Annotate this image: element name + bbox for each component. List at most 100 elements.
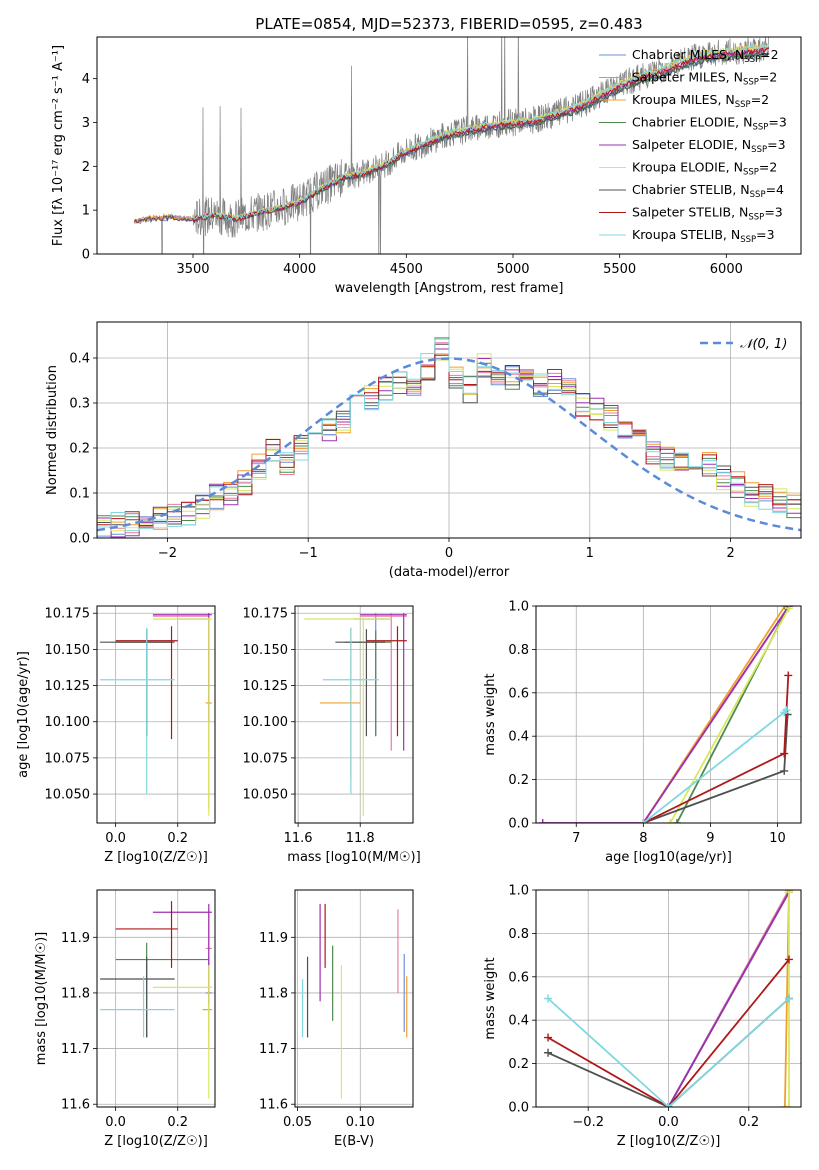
weight-marker xyxy=(538,819,547,823)
y-tick-label: 0 xyxy=(82,248,90,263)
y-tick-label: 10.150 xyxy=(243,643,289,658)
panel-mass_vs_Z: 0.0 0.2 11.6 11.7 11.8 11.9 Z [log10(Z/Z☉)] mas… xyxy=(34,889,216,1149)
axes-frame xyxy=(535,889,802,1108)
x-tick-label: 0.2 xyxy=(738,1115,759,1130)
legend-entry: Salpeter STELIB, NSSP=3 xyxy=(632,205,783,223)
spectrum-model-6 xyxy=(133,52,769,224)
plot-area-mass_vs_EBV xyxy=(301,903,408,1099)
y-tick-label: 0.2 xyxy=(508,1057,529,1072)
x-axis-label: Z [log10(Z/Z☉)] xyxy=(104,1134,208,1149)
y-tick-label: 4 xyxy=(82,72,90,87)
y-tick-label: 10.125 xyxy=(45,679,91,694)
weight-marker xyxy=(544,1033,553,1042)
legend-entry: Salpeter ELODIE, NSSP=3 xyxy=(632,137,786,155)
x-axis-label: Z [log10(Z/Z☉)] xyxy=(104,850,208,865)
x-tick-label: 2 xyxy=(726,546,734,561)
axes-frame xyxy=(294,605,414,824)
y-axis-label: Flux [fλ 10⁻¹⁷ erg cm⁻² s⁻¹ A⁻¹] xyxy=(51,45,66,246)
y-axis-label: Normed distribution xyxy=(45,365,60,495)
plot-area-mass_vs_Z xyxy=(100,901,212,1099)
y-tick-label: 11.9 xyxy=(61,931,90,946)
axes-frame xyxy=(294,889,414,1108)
panel-residuals: −2 −1 0 1 2 0.0 0.1 0.2 0.3 0.4 (data-model)/error… xyxy=(45,321,802,580)
weight-marker xyxy=(544,1048,553,1057)
spectrum-model-8 xyxy=(192,43,770,221)
x-axis-label: mass [log10(M/M☉)] xyxy=(287,850,420,865)
weight-marker xyxy=(784,671,793,680)
x-tick-label: 10 xyxy=(769,831,786,846)
plot-area-weight_vs_Z xyxy=(544,890,793,1107)
x-tick-label: 5000 xyxy=(496,262,529,277)
weight-marker xyxy=(780,749,789,758)
y-tick-label: 0.1 xyxy=(69,487,90,502)
weight-marker xyxy=(664,1103,673,1107)
weight-line-7 xyxy=(547,958,790,1107)
y-tick-label: 0.0 xyxy=(508,817,529,832)
hist-8 xyxy=(97,338,801,532)
y-tick-label: 0.8 xyxy=(508,643,529,658)
plot-area-spectrum xyxy=(133,37,770,254)
legend-entry: Chabrier STELIB, NSSP=4 xyxy=(632,182,784,200)
legend-entry: Chabrier MILES, NSSP=2 xyxy=(632,47,779,65)
weight-line-4 xyxy=(667,891,790,1107)
weight-marker xyxy=(639,819,648,823)
y-tick-label: 0.2 xyxy=(69,442,90,457)
y-tick-label: 10.050 xyxy=(45,788,91,803)
spectrum-legend: Chabrier MILES, NSSP=2 Salpeter MILES, NS… xyxy=(599,47,787,245)
plot-area-age_vs_mass xyxy=(304,613,407,816)
legend-entry: Kroupa ELODIE, NSSP=2 xyxy=(632,160,777,178)
y-tick-label: 0.8 xyxy=(508,927,529,942)
weight-marker xyxy=(784,1103,793,1107)
legend-entry: 𝒩(0, 1) xyxy=(740,337,787,352)
x-tick-label: 0.2 xyxy=(167,1115,188,1130)
y-tick-label: 1.0 xyxy=(508,884,529,899)
plot-area-weight_vs_age xyxy=(538,606,793,823)
x-tick-label: 0.0 xyxy=(105,1115,126,1130)
x-axis-label: wavelength [Angstrom, rest frame] xyxy=(335,281,564,296)
y-tick-label: 10.075 xyxy=(243,751,289,766)
y-tick-label: 0.2 xyxy=(508,773,529,788)
y-tick-label: 0.4 xyxy=(508,730,529,745)
panel-weight_vs_Z: −0.2 0.0 0.2 0.0 0.2 0.4 0.6 0.8 1.0 Z [log10(Z/Z… xyxy=(483,884,802,1149)
weight-marker xyxy=(780,766,789,775)
x-tick-label: 11.8 xyxy=(346,831,375,846)
x-tick-label: 0.2 xyxy=(167,831,188,846)
legend-entry: Kroupa STELIB, NSSP=3 xyxy=(632,227,775,245)
y-tick-label: 11.9 xyxy=(259,931,288,946)
x-tick-label: 8 xyxy=(639,831,647,846)
x-tick-label: −0.2 xyxy=(572,1115,604,1130)
legend-entry: Kroupa MILES, NSSP=2 xyxy=(632,92,769,110)
y-tick-label: 1.0 xyxy=(508,600,529,615)
x-tick-label: 6000 xyxy=(710,262,743,277)
weight-marker xyxy=(666,819,675,823)
y-axis-label: mass weight xyxy=(483,673,498,755)
y-axis-label: age [log10(age/yr)] xyxy=(16,651,31,778)
normal-curve xyxy=(97,357,801,532)
x-axis-label: (data-model)/error xyxy=(389,565,510,580)
weight-line-8 xyxy=(642,709,787,823)
x-tick-label: 11.6 xyxy=(284,831,313,846)
y-tick-label: 10.175 xyxy=(45,607,91,622)
weight-marker xyxy=(784,890,793,897)
x-tick-label: −2 xyxy=(158,546,177,561)
y-tick-label: 1 xyxy=(82,204,90,219)
plot-area-residuals xyxy=(97,337,801,538)
y-tick-label: 11.8 xyxy=(259,986,288,1001)
weight-line-4 xyxy=(542,606,790,823)
axes-frame xyxy=(96,321,802,539)
weight-line-8 xyxy=(547,997,790,1107)
y-tick-label: 0.0 xyxy=(69,532,90,547)
x-tick-label: −1 xyxy=(299,546,318,561)
y-tick-label: 10.100 xyxy=(45,715,91,730)
x-tick-label: 7 xyxy=(572,831,580,846)
weight-marker xyxy=(784,606,793,613)
x-tick-label: 4500 xyxy=(390,262,423,277)
x-tick-label: 5500 xyxy=(603,262,636,277)
y-tick-label: 10.175 xyxy=(243,607,289,622)
axes-frame xyxy=(96,889,216,1108)
weight-marker xyxy=(784,994,793,1003)
axes-frame xyxy=(535,605,802,824)
x-tick-label: 4000 xyxy=(283,262,316,277)
panel-age_vs_Z: 0.0 0.2 10.050 10.075 10.100 10.125 10.150 10.1… xyxy=(16,605,216,865)
y-tick-label: 11.7 xyxy=(61,1042,90,1057)
